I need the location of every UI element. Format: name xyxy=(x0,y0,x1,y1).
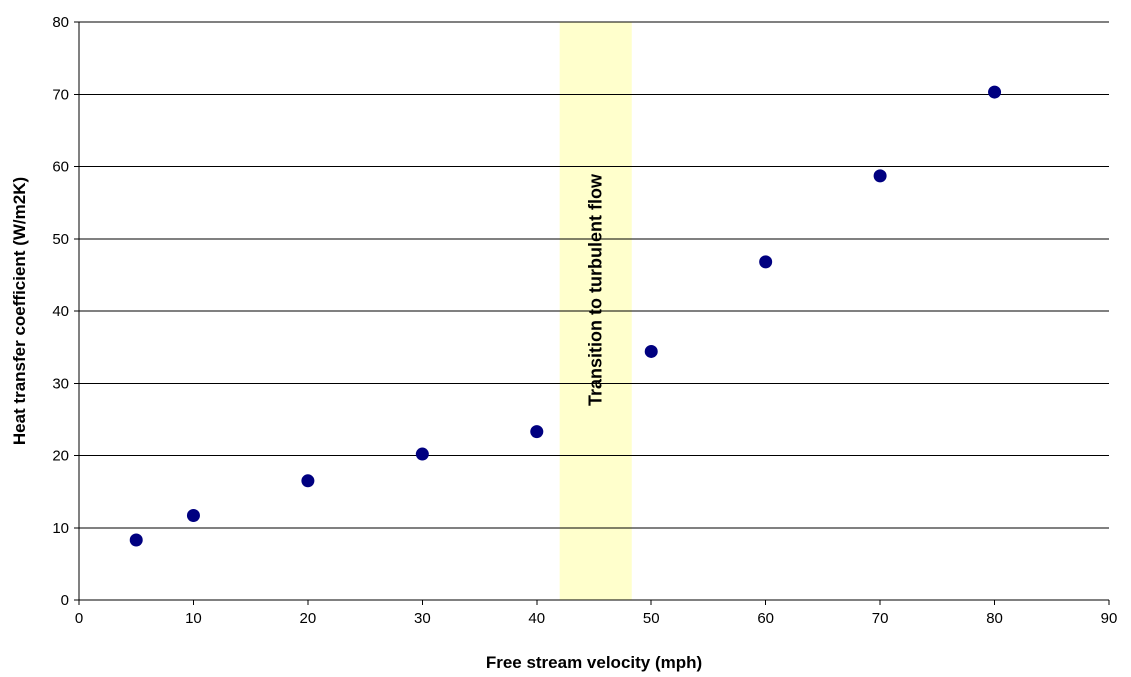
y-tick-label: 10 xyxy=(52,520,69,537)
y-tick-label: 50 xyxy=(52,231,69,248)
data-point xyxy=(415,447,429,461)
y-tick-label: 40 xyxy=(52,303,69,320)
x-tick-label: 30 xyxy=(414,610,431,627)
data-point xyxy=(873,169,887,183)
data-point xyxy=(530,425,544,439)
x-tick-label: 50 xyxy=(643,610,660,627)
y-tick-label: 30 xyxy=(52,375,69,392)
y-axis-title: Heat transfer coefficient (W/m2K) xyxy=(10,177,29,445)
tick-labels: 0 10 20 30 40 50 60 70 80 0 10 20 30 40 50 60 70 80 90 xyxy=(52,14,1117,627)
y-tick-label: 60 xyxy=(52,159,69,176)
x-tick-label: 80 xyxy=(986,610,1003,627)
y-tick-label: 70 xyxy=(52,86,69,103)
gridlines xyxy=(79,21,1109,529)
y-tick-label: 80 xyxy=(52,14,69,31)
x-tick-label: 10 xyxy=(185,610,202,627)
y-tick-label: 20 xyxy=(52,448,69,465)
x-tick-label: 0 xyxy=(75,610,83,627)
data-point xyxy=(186,508,200,522)
axes xyxy=(74,21,1110,605)
x-axis-title: Free stream velocity (mph) xyxy=(486,653,702,672)
x-tick-label: 60 xyxy=(757,610,774,627)
data-point xyxy=(759,255,773,269)
x-tick-label: 20 xyxy=(300,610,317,627)
data-points xyxy=(129,85,1002,547)
data-point xyxy=(644,344,658,358)
transition-annotation: Transition to turbulent flow xyxy=(586,173,606,406)
x-tick-label: 70 xyxy=(872,610,889,627)
data-point xyxy=(301,474,315,488)
x-tick-label: 90 xyxy=(1101,610,1118,627)
y-tick-label: 0 xyxy=(61,592,69,609)
x-tick-label: 40 xyxy=(528,610,545,627)
data-point xyxy=(129,533,143,547)
data-point xyxy=(988,85,1002,99)
